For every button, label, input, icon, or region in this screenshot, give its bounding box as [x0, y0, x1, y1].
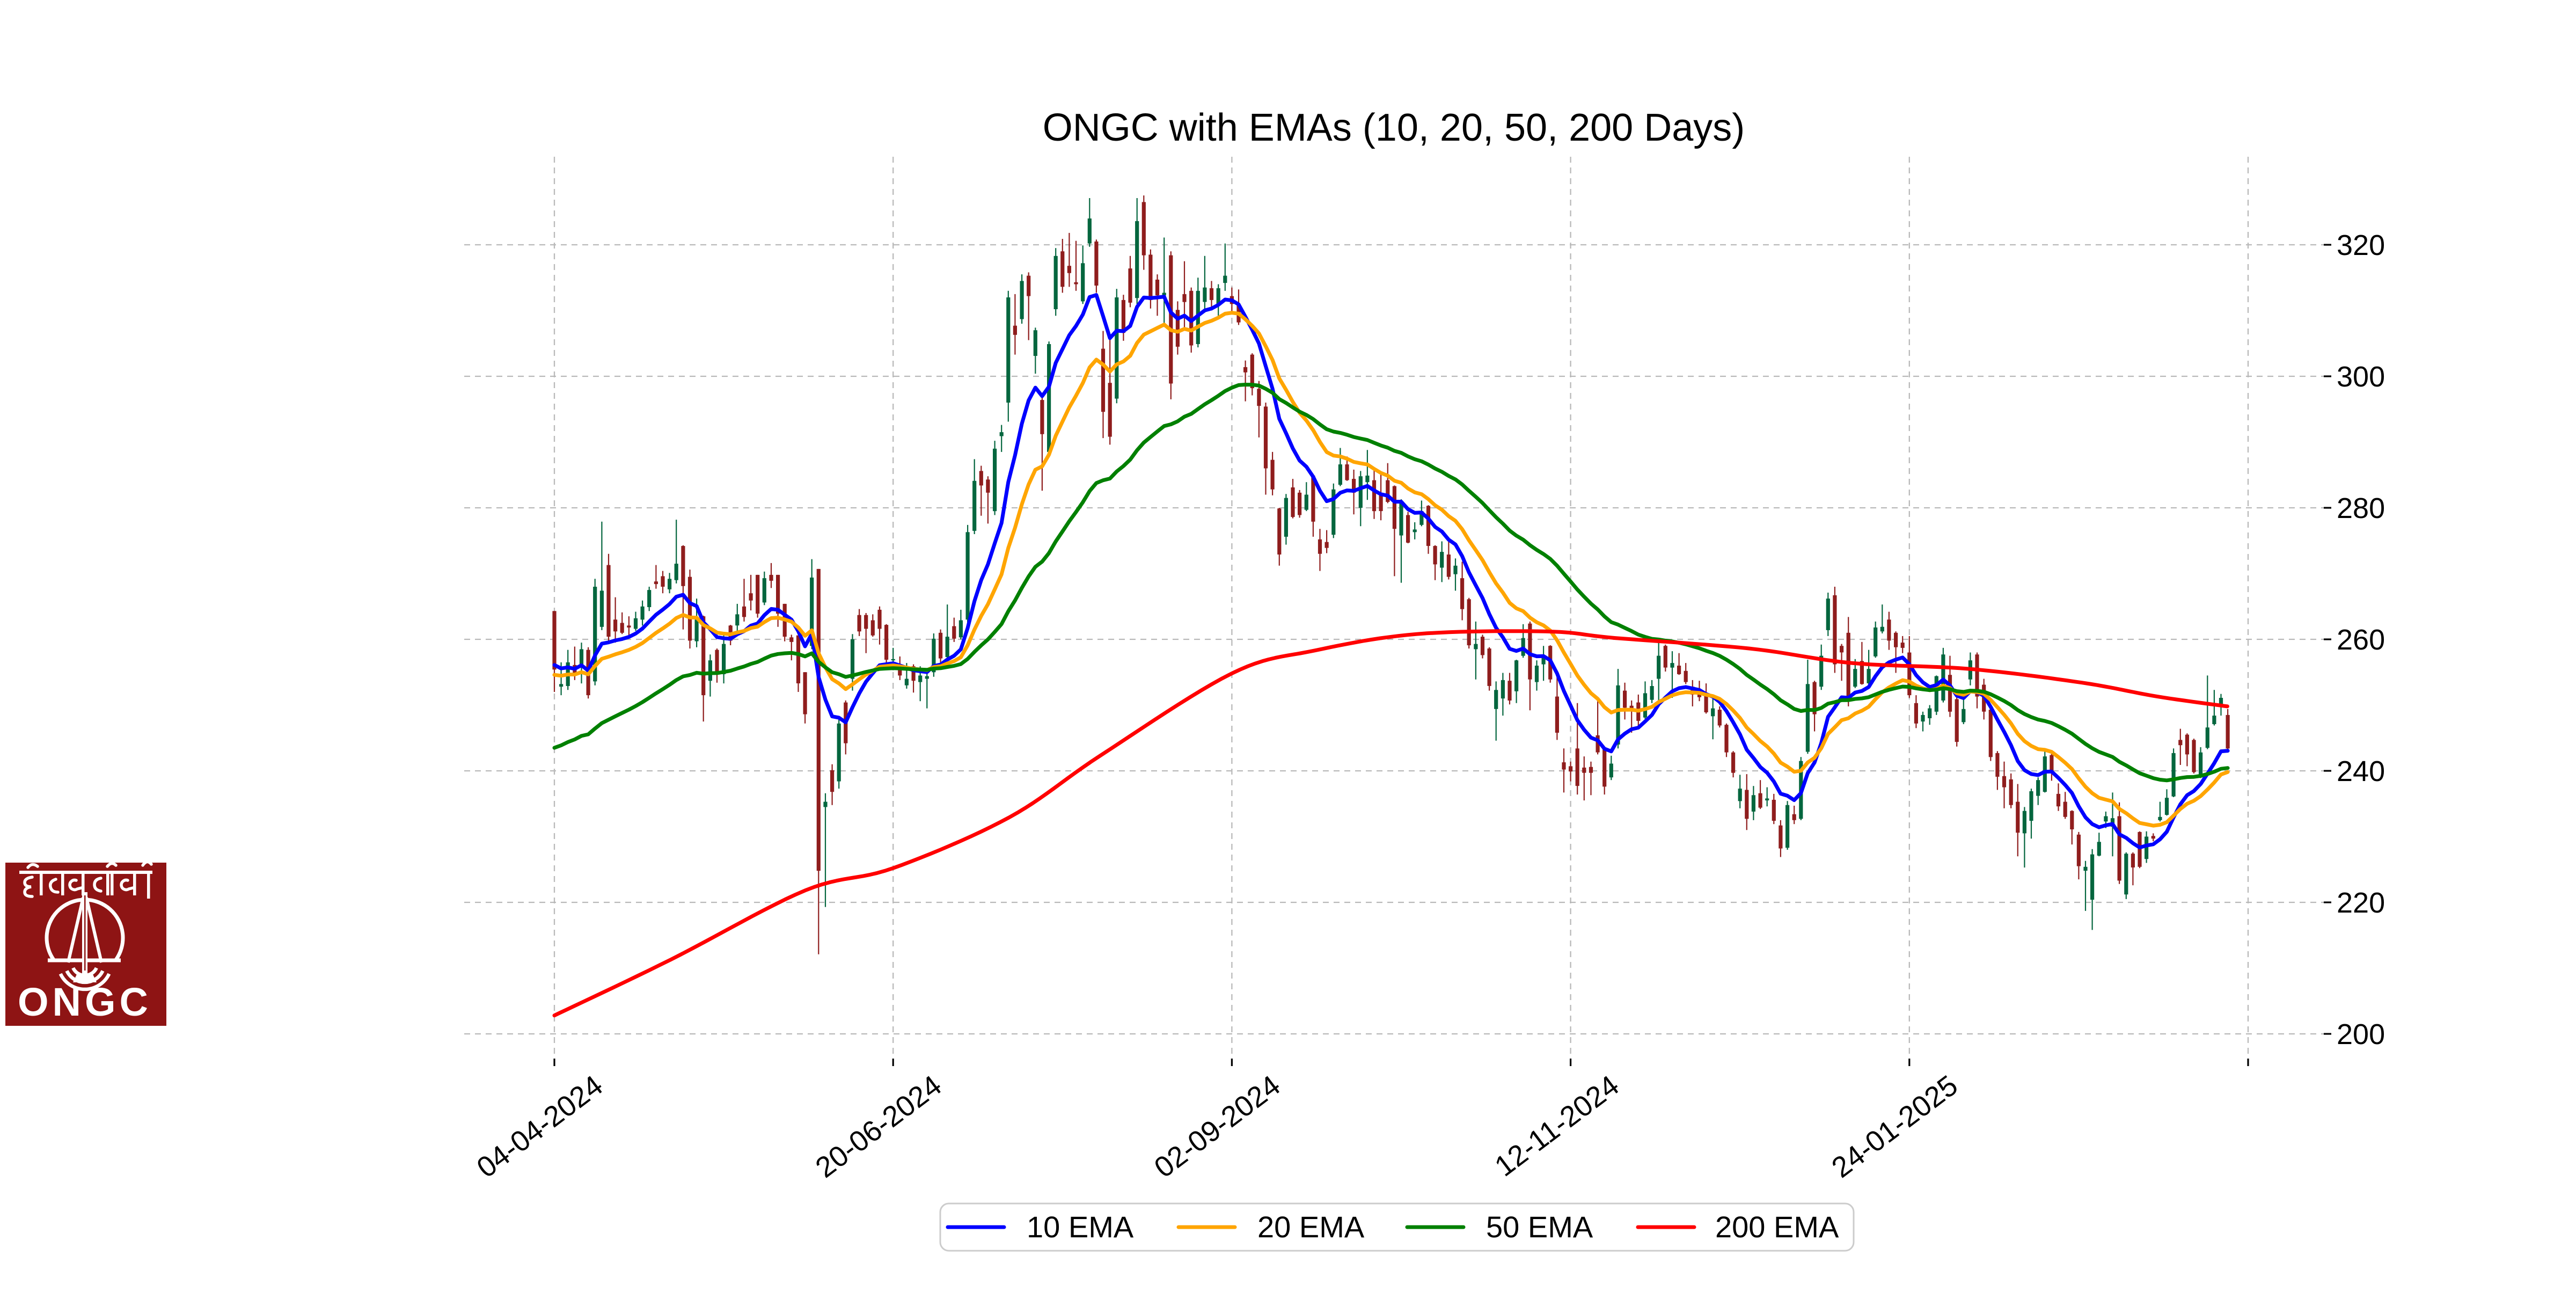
svg-text:10 EMA: 10 EMA — [1027, 1210, 1134, 1244]
svg-text:220: 220 — [2337, 887, 2385, 919]
svg-text:ONGC: ONGC — [18, 980, 152, 1024]
svg-text:240: 240 — [2337, 755, 2385, 787]
svg-text:ONGC with EMAs (10, 20, 50, 20: ONGC with EMAs (10, 20, 50, 200 Days) — [1043, 106, 1745, 149]
svg-text:200: 200 — [2337, 1018, 2385, 1051]
svg-text:300: 300 — [2337, 361, 2385, 393]
svg-text:200 EMA: 200 EMA — [1715, 1210, 1839, 1244]
svg-text:50 EMA: 50 EMA — [1486, 1210, 1593, 1244]
svg-text:320: 320 — [2337, 229, 2385, 261]
svg-text:280: 280 — [2337, 492, 2385, 524]
svg-text:260: 260 — [2337, 624, 2385, 656]
svg-text:20 EMA: 20 EMA — [1257, 1210, 1365, 1244]
